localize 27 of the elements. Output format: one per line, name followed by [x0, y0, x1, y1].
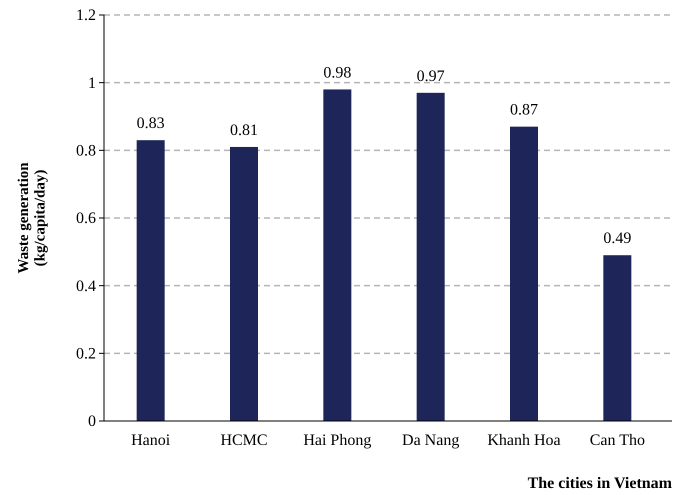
bar [603, 255, 632, 421]
data-label: 0.49 [603, 230, 632, 248]
y-axis-title: Waste generation (kg/capita/day) [16, 162, 48, 274]
bar [416, 92, 445, 421]
y-tick-label: 1 [88, 74, 96, 92]
y-tick-label: 0.4 [76, 278, 96, 295]
data-label: 0.83 [136, 115, 165, 132]
x-tick-label: HCMC [220, 432, 268, 449]
y-tick-label: 0.8 [76, 142, 96, 160]
y-tick-label: 0.2 [76, 345, 96, 362]
x-tick-label: Can Tho [590, 432, 645, 449]
y-tick-label: 0.6 [76, 210, 96, 228]
data-label: 0.87 [510, 102, 538, 119]
x-axis-title: The cities in Vietnam [528, 475, 673, 492]
x-tick-label: Khanh Hoa [487, 432, 561, 449]
data-label: 0.97 [416, 68, 445, 85]
y-tick-label: 1.2 [76, 7, 96, 24]
x-tick-label: Da Nang [402, 432, 460, 449]
x-tick-label: Hanoi [131, 432, 171, 449]
x-tick-label: Hai Phong [303, 432, 372, 449]
data-label: 0.98 [323, 64, 352, 82]
bar [230, 146, 258, 421]
bar [136, 140, 165, 421]
y-tick-label: 0 [88, 413, 96, 430]
data-label: 0.81 [230, 122, 258, 139]
bar [323, 89, 352, 421]
bar [510, 126, 538, 421]
